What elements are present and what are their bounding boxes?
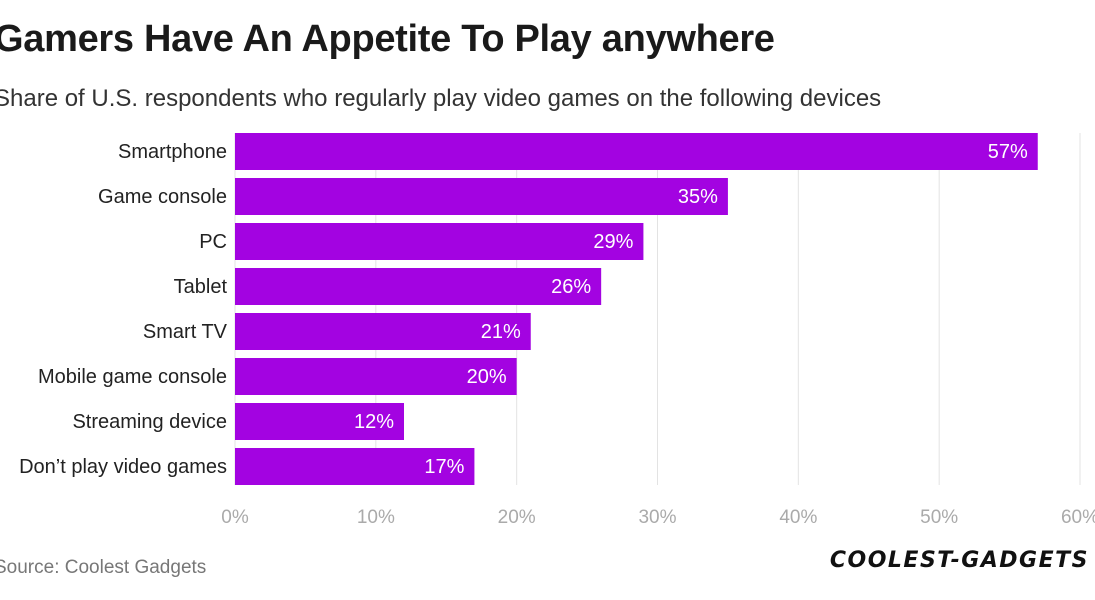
value-label: 20% — [467, 366, 507, 388]
value-label: 17% — [424, 456, 464, 478]
value-label: 26% — [551, 276, 591, 298]
bar — [235, 358, 517, 395]
bar — [235, 403, 404, 440]
bar — [235, 448, 475, 485]
bar — [235, 313, 531, 350]
x-tick-label: 30% — [638, 507, 676, 528]
value-label: 29% — [593, 231, 633, 253]
category-label: Mobile game console — [38, 366, 227, 388]
value-label: 21% — [481, 321, 521, 343]
labels: 0% 10% 20% 30% 40% 50% 60% Smartphone 57% Game co… — [19, 141, 1095, 528]
bar — [235, 268, 602, 305]
x-tick-label: 60% — [1061, 507, 1095, 528]
bar — [235, 223, 644, 260]
bars — [235, 133, 1038, 485]
chart-subtitle: Share of U.S. respondents who regularly … — [0, 85, 882, 112]
source-note: Source: Coolest Gadgets — [0, 557, 207, 578]
x-tick-label: 20% — [498, 507, 536, 528]
category-label: Game console — [98, 186, 227, 208]
category-label: Don’t play video games — [19, 456, 227, 478]
category-label: Smartphone — [118, 141, 227, 163]
x-tick-label: 10% — [357, 507, 395, 528]
x-tick-label: 40% — [779, 507, 817, 528]
category-label: Streaming device — [72, 411, 227, 433]
x-tick-label: 0% — [221, 507, 249, 528]
value-label: 35% — [678, 186, 718, 208]
x-tick-label: 50% — [920, 507, 958, 528]
chart-title: Gamers Have An Appetite To Play anywhere — [0, 18, 775, 60]
bar — [235, 133, 1038, 170]
value-label: 12% — [354, 411, 394, 433]
value-label: 57% — [988, 141, 1028, 163]
bar — [235, 178, 728, 215]
brand-logo: COOLEST-GADGETS — [829, 548, 1089, 573]
category-label: PC — [199, 231, 227, 253]
category-label: Smart TV — [143, 321, 228, 343]
category-label: Tablet — [174, 276, 228, 298]
